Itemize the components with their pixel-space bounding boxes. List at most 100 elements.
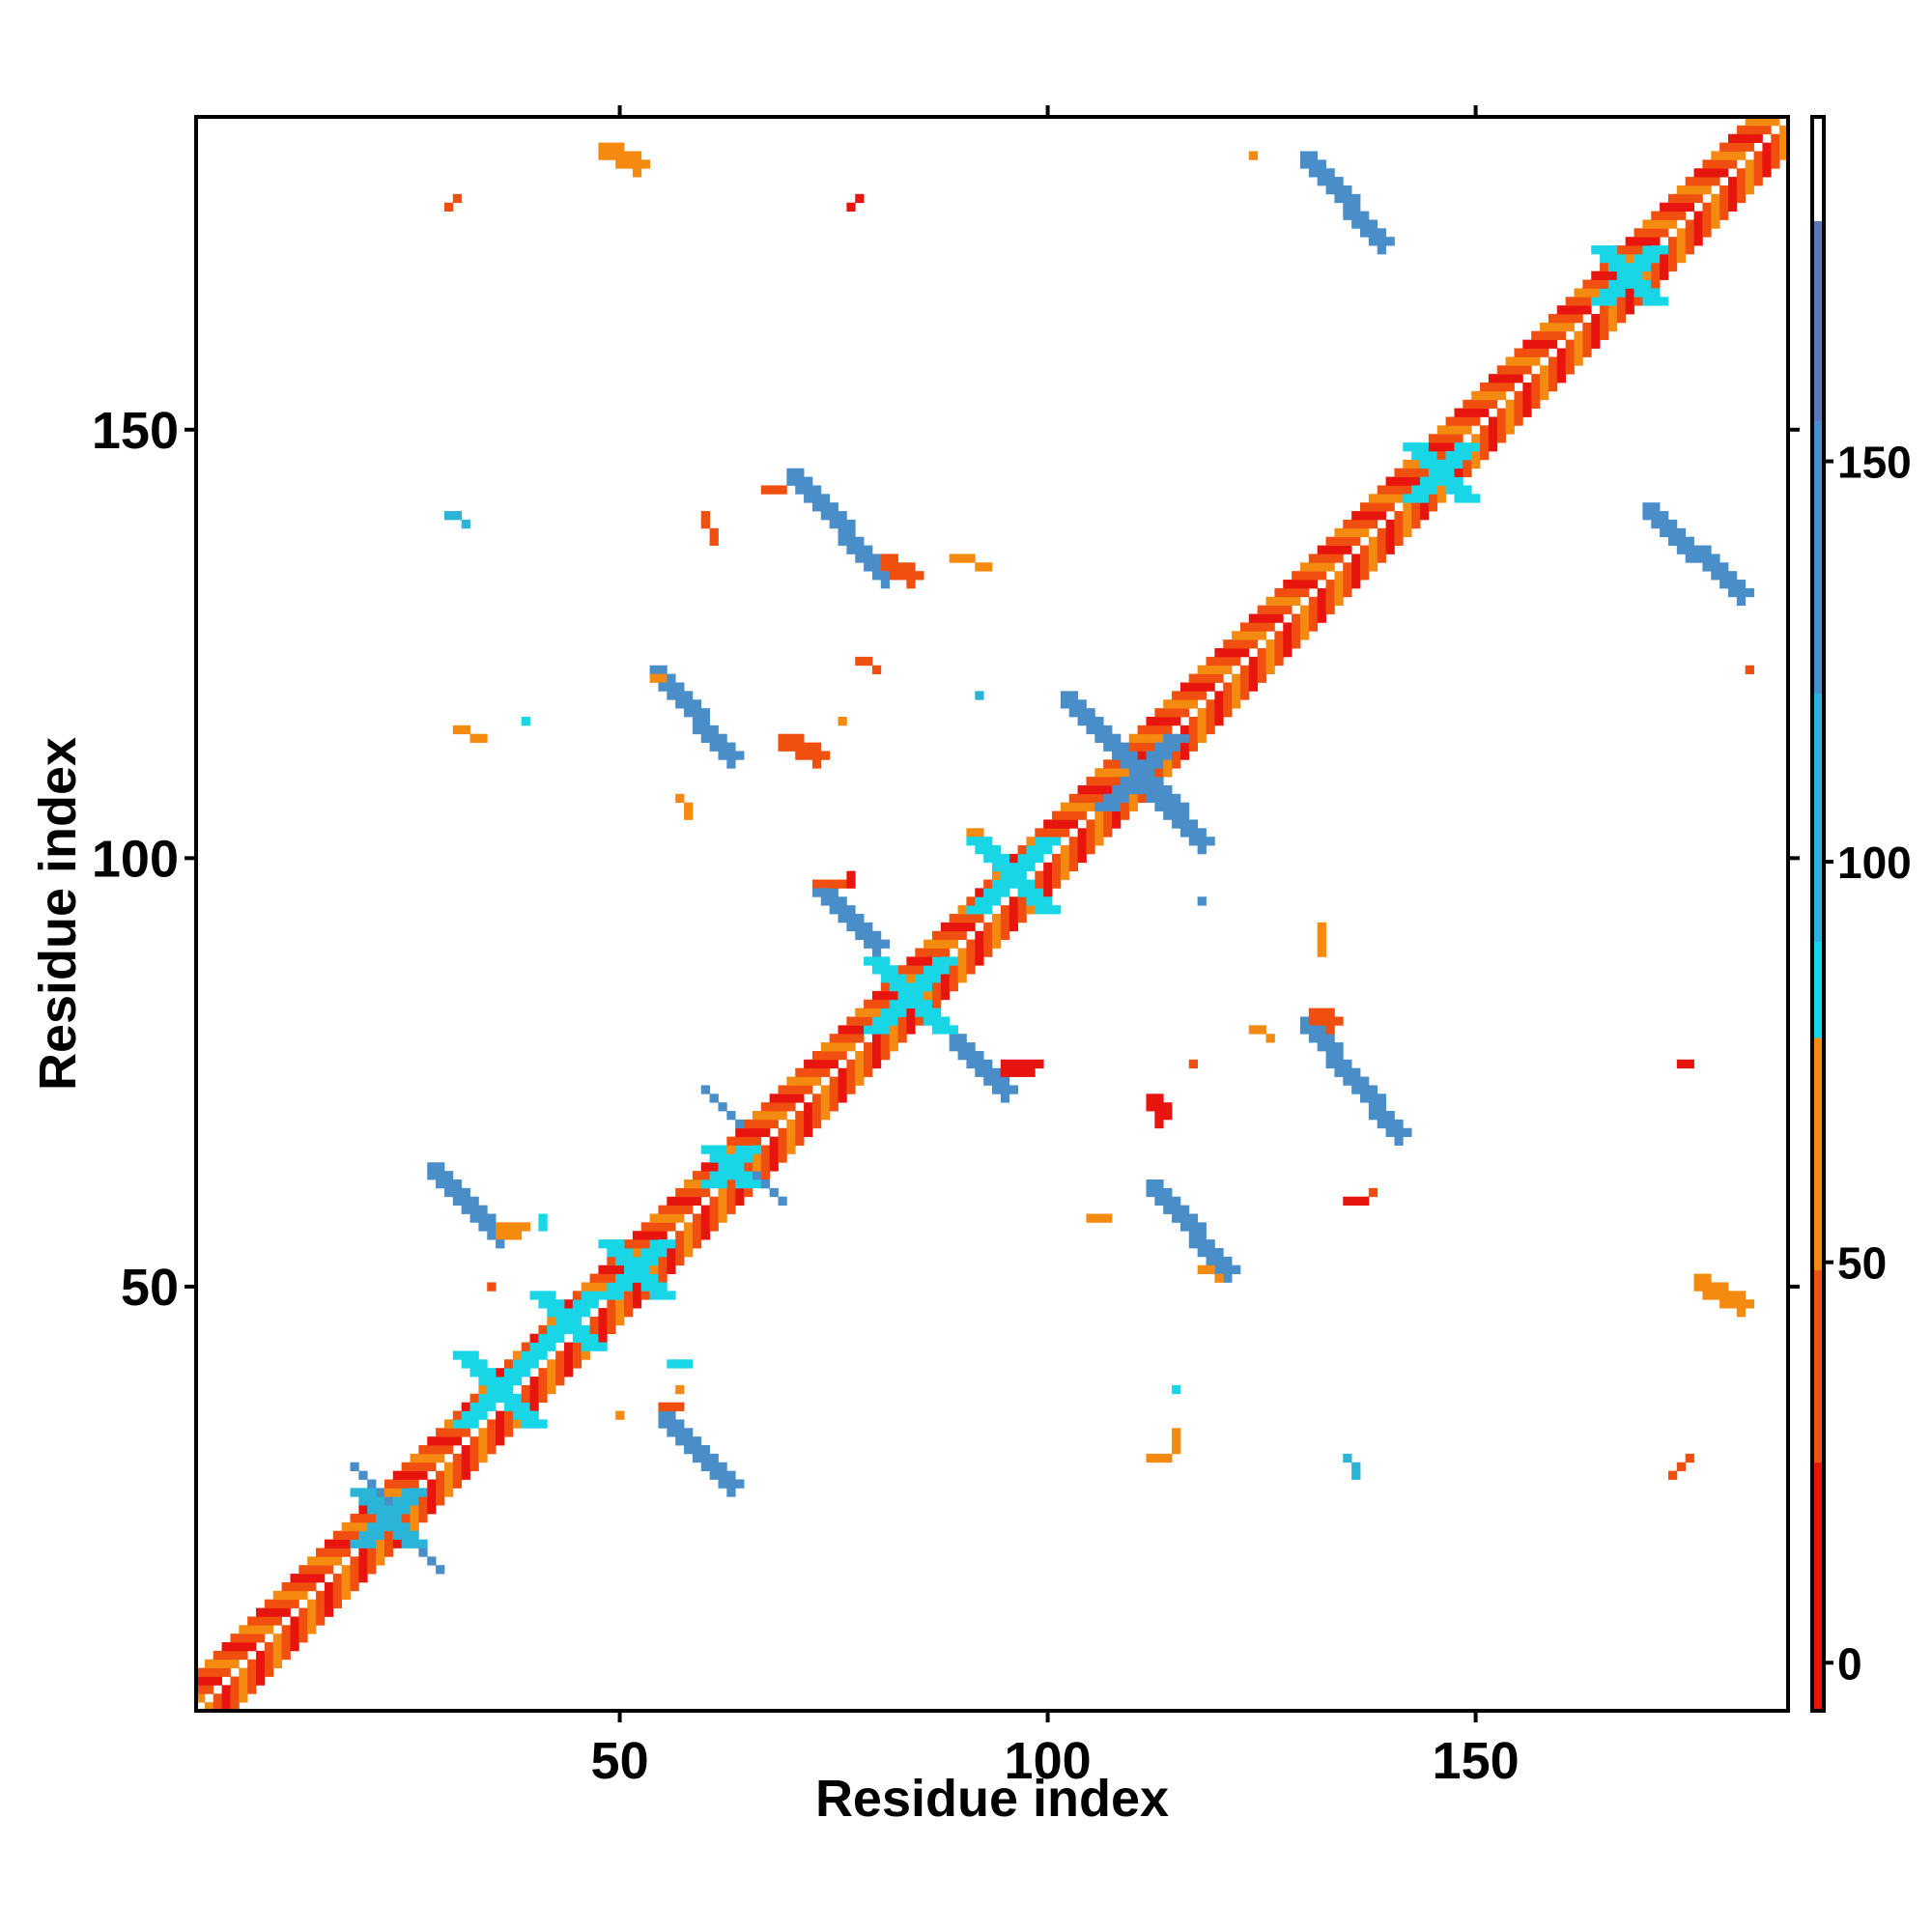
heatmap-cell [1505, 425, 1515, 435]
heatmap-cell [1411, 511, 1421, 521]
heatmap-cell [1531, 339, 1541, 349]
heatmap-cell [1676, 253, 1687, 264]
heatmap-cell [1334, 185, 1344, 195]
heatmap-cell [1068, 845, 1078, 855]
heatmap-cell [864, 956, 873, 966]
heatmap-cell [786, 1145, 796, 1154]
heatmap-cell [1719, 151, 1729, 160]
heatmap-cell [1214, 1273, 1224, 1283]
heatmap-cell [1651, 288, 1661, 298]
heatmap-cell [1660, 228, 1669, 238]
heatmap-cell [1334, 587, 1344, 598]
heatmap-cell [1248, 1025, 1259, 1035]
heatmap-cell [436, 1445, 445, 1455]
heatmap-cell [1334, 545, 1344, 554]
heatmap-cell [1660, 219, 1669, 229]
heatmap-cell [786, 1102, 796, 1112]
heatmap-cell [923, 974, 933, 983]
heatmap-cell [1753, 177, 1763, 186]
heatmap-cell [1163, 1111, 1173, 1121]
heatmap-cell [1094, 777, 1104, 786]
heatmap-cell [752, 1119, 762, 1129]
heatmap-cell [1471, 408, 1481, 417]
heatmap-cell [778, 1085, 787, 1094]
heatmap-cell [1137, 733, 1147, 743]
heatmap-cell [1239, 682, 1250, 692]
heatmap-cell [769, 1162, 779, 1172]
heatmap-cell [1685, 245, 1694, 255]
heatmap-cell [992, 896, 1002, 906]
heatmap-cell [529, 1342, 539, 1351]
heatmap-cell [1154, 742, 1164, 752]
heatmap-cell [983, 922, 993, 932]
heatmap-cell [1693, 168, 1703, 178]
heatmap-cell [1753, 159, 1763, 169]
heatmap-cell [1616, 262, 1627, 272]
heatmap-cell [392, 1479, 403, 1489]
heatmap-cell [196, 1667, 206, 1677]
heatmap-cell [598, 1342, 608, 1351]
heatmap-cell [316, 1590, 326, 1601]
heatmap-cell [1035, 879, 1044, 889]
heatmap-cell [1146, 1102, 1155, 1112]
heatmap-cell [1436, 450, 1446, 461]
heatmap-cell [452, 1462, 463, 1472]
heatmap-cell [846, 922, 856, 932]
heatmap-cell [1257, 656, 1266, 667]
heatmap-cell [1394, 536, 1404, 546]
heatmap-cell [1317, 613, 1326, 623]
heatmap-cell [871, 1008, 882, 1017]
heatmap-cell [1137, 777, 1147, 786]
heatmap-cell [1522, 390, 1532, 401]
heatmap-cell [350, 1574, 359, 1583]
heatmap-cell [1667, 219, 1678, 229]
heatmap-cell [563, 1350, 574, 1360]
heatmap-cell [1394, 511, 1404, 521]
heatmap-cell [239, 1625, 248, 1634]
heatmap-cell [966, 948, 976, 957]
heatmap-cell [538, 1342, 548, 1351]
heatmap-cell [700, 1445, 711, 1455]
heatmap-cell [350, 1530, 359, 1540]
heatmap-cell [992, 853, 1002, 864]
heatmap-cell [1600, 245, 1609, 255]
heatmap-cell [1762, 159, 1772, 169]
heatmap-cell [1248, 631, 1259, 640]
heatmap-cell [1719, 1291, 1729, 1300]
heatmap-cell [1600, 314, 1609, 324]
heatmap-cell [1436, 485, 1446, 495]
heatmap-cell [563, 1359, 574, 1369]
heatmap-cell [1292, 622, 1301, 632]
heatmap-cell [889, 965, 898, 975]
heatmap-cell [871, 965, 882, 975]
heatmap-cell [658, 673, 668, 683]
heatmap-cell [1411, 494, 1421, 503]
heatmap-cell [1154, 708, 1164, 718]
heatmap-cell [272, 1599, 282, 1608]
heatmap-cell [838, 896, 847, 906]
heatmap-cell [846, 202, 856, 212]
heatmap-cell [264, 1607, 274, 1617]
heatmap-cell [367, 1488, 377, 1497]
heatmap-cell [1556, 365, 1567, 375]
heatmap-cell [1420, 442, 1430, 452]
heatmap-cell [1206, 1256, 1215, 1266]
heatmap-cell [1265, 656, 1275, 667]
heatmap-cell [1642, 219, 1652, 229]
heatmap-cell [298, 1607, 308, 1617]
heatmap-cell [795, 1076, 805, 1086]
heatmap-cell [871, 1034, 882, 1043]
heatmap-cell [1651, 502, 1661, 512]
heatmap-cell [983, 1067, 993, 1077]
heatmap-cell [1428, 494, 1438, 503]
heatmap-cell [1368, 511, 1378, 521]
heatmap-cell [1685, 1059, 1694, 1069]
heatmap-cell [367, 1479, 377, 1489]
heatmap-cell [871, 665, 882, 675]
heatmap-cell [547, 1316, 556, 1326]
heatmap-cell [1214, 656, 1224, 667]
heatmap-cell [949, 930, 958, 941]
heatmap-cell [1616, 297, 1627, 306]
heatmap-cell [367, 1539, 377, 1548]
heatmap-cell [735, 1127, 745, 1138]
